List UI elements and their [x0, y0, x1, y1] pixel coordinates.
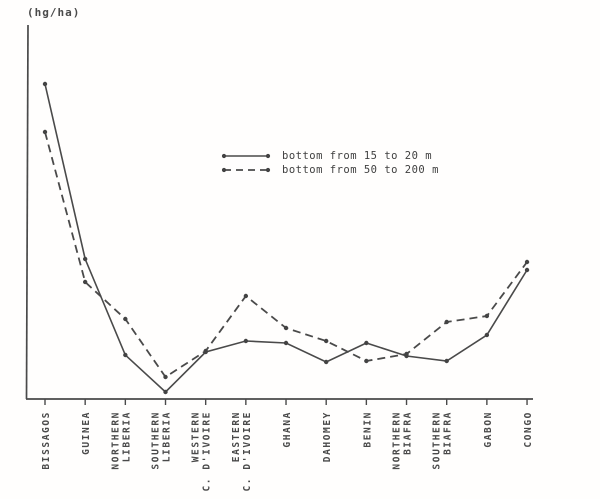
- data-point-marker: [404, 351, 409, 357]
- data-point-marker: [484, 313, 490, 319]
- data-point-marker: [163, 374, 168, 380]
- data-point-marker: [524, 267, 530, 273]
- data-point-marker: [82, 256, 88, 262]
- y-axis-unit-label: (hg/ha): [27, 6, 81, 19]
- x-axis-label: CONGO: [523, 411, 534, 448]
- data-point-marker: [283, 325, 289, 331]
- x-axis-label: WESTERN: [191, 411, 202, 462]
- series-line-solid: [44, 83, 528, 394]
- x-axis-label: BENIN: [362, 411, 373, 448]
- x-axis-label: SOUTHERN: [432, 411, 443, 470]
- x-axis-label: GUINEA: [81, 411, 92, 455]
- x-axis-label: NORTHERN: [110, 411, 121, 470]
- data-point-marker: [123, 352, 128, 358]
- data-point-marker: [42, 81, 48, 87]
- data-point-marker: [444, 358, 449, 364]
- data-point-marker: [364, 358, 369, 364]
- legend-label-solid: bottom from 15 to 20 m: [282, 150, 433, 162]
- chart-legend: bottom from 15 to 20 m bottom from 50 to…: [220, 149, 439, 177]
- y-axis-line: [25, 24, 29, 400]
- x-axis-label: C. D'IVOIRE: [242, 411, 253, 492]
- x-axis-label: BISSAGOS: [41, 411, 52, 470]
- x-axis-label: EASTERN: [231, 411, 242, 462]
- data-point-marker: [323, 338, 329, 344]
- x-axis-label: SOUTHERN: [151, 411, 162, 470]
- solid-line-sample-icon: [221, 153, 271, 159]
- dashed-line-sample-icon: [221, 167, 271, 173]
- data-point-marker: [203, 348, 208, 354]
- x-axis-label: GHANA: [282, 411, 293, 448]
- data-point-marker: [243, 293, 249, 299]
- x-axis-label: LIBERIA: [121, 411, 132, 462]
- data-point-marker: [123, 316, 128, 322]
- x-axis-label: BIAFRA: [443, 411, 454, 455]
- data-point-marker: [484, 332, 490, 338]
- x-axis-label: LIBERIA: [162, 411, 173, 462]
- legend-item-solid: bottom from 15 to 20 m: [220, 149, 439, 163]
- data-point-marker: [163, 389, 168, 395]
- data-point-marker: [82, 279, 88, 285]
- data-point-marker: [524, 259, 530, 265]
- data-point-marker: [283, 340, 289, 346]
- data-point-marker: [243, 338, 249, 344]
- x-axis-label: DAHOMEY: [322, 411, 333, 462]
- x-axis-label: BIAFRA: [403, 411, 414, 455]
- legend-item-dashed: bottom from 50 to 200 m: [220, 163, 439, 177]
- data-point-marker: [364, 340, 369, 346]
- x-axis-label: NORTHERN: [392, 411, 403, 470]
- data-point-marker: [323, 359, 329, 365]
- data-point-marker: [444, 319, 449, 325]
- data-point-marker: [42, 129, 48, 135]
- legend-label-dashed: bottom from 50 to 200 m: [282, 164, 439, 176]
- x-axis-label: C. D'IVOIRE: [202, 411, 213, 492]
- x-axis-label: GABON: [483, 411, 494, 448]
